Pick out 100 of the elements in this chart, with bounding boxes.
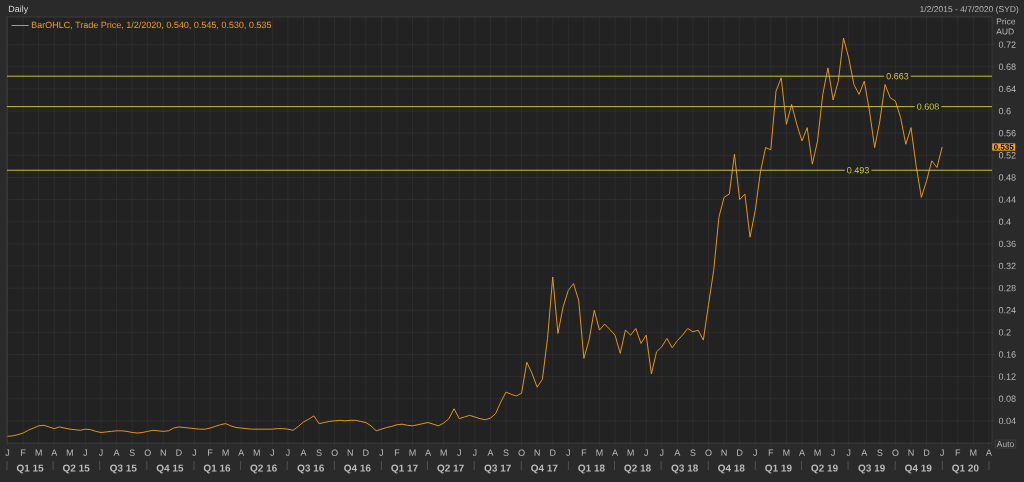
x-tick-label: A (51, 449, 58, 456)
x-tick-label: O (705, 449, 712, 456)
x2-tick-label: Q1 15 (16, 464, 44, 474)
x2-tick-label: Q1 19 (765, 464, 792, 474)
x2-tick-label: Q1 16 (203, 464, 231, 474)
ref-line-label: 0.663 (886, 73, 909, 80)
y-tick-label: 0.12 (998, 373, 1016, 380)
x2-tick-label: Q3 15 (110, 464, 137, 474)
x2-tick-label: Q3 16 (297, 464, 325, 474)
text: Auto (996, 441, 1014, 447)
x-tick-label: O (144, 449, 151, 456)
x2-tick-label: Q3 17 (484, 464, 511, 474)
chart-title: Daily (8, 5, 29, 14)
x-tick-label: J (98, 449, 103, 456)
x2-tick-label: Q2 17 (437, 464, 464, 474)
x2-tick-label: Q1 18 (578, 464, 605, 474)
x-tick-label: J (831, 449, 835, 456)
x-tick-label: A (425, 449, 432, 456)
x-tick-label: A (861, 449, 868, 456)
x-tick-label: M (970, 449, 977, 456)
x2-tick-label: Q4 16 (344, 464, 371, 474)
x-tick-label: M (814, 449, 821, 456)
x2-tick-label: Q4 18 (718, 464, 745, 474)
x2-tick-label: Q3 18 (671, 464, 698, 474)
ref-line-label: 0.608 (917, 103, 939, 110)
y-tick-label: 0.64 (998, 85, 1016, 93)
x-tick-label: A (238, 449, 245, 456)
y-tick-label: 0.52 (998, 152, 1016, 159)
x-tick-label: O (892, 449, 899, 456)
x-tick-label: J (192, 449, 197, 456)
x2-tick-label: Q1 20 (952, 464, 979, 474)
y-tick-label: 0.44 (998, 196, 1016, 203)
chart-subtitle: 1/2/2015 - 4/7/2020 (SYD) (920, 5, 1019, 14)
x-tick-label: F (394, 449, 400, 456)
x-tick-label: A (798, 449, 805, 456)
x-tick-label: M (596, 449, 603, 456)
x-tick-label: J (644, 449, 648, 456)
y-axis-title: Price AUD (996, 18, 1016, 35)
x-tick-label: A (612, 449, 619, 456)
x-tick-label: S (877, 449, 883, 456)
x-tick-label: M (440, 449, 447, 456)
x-tick-label: D (176, 449, 182, 456)
x-tick-label: N (534, 449, 540, 456)
x-tick-label: A (113, 449, 120, 456)
x-tick-label: M (783, 449, 790, 456)
x-tick-label: J (5, 449, 10, 456)
x-tick-label: N (721, 449, 727, 456)
x-tick-label: A (985, 449, 992, 456)
y-tick-label: 0.08 (998, 395, 1016, 402)
x-tick-label: F (768, 449, 774, 456)
y-tick-label: 0.4 (998, 218, 1011, 225)
x-tick-label: J (83, 449, 87, 456)
x-tick-label: F (581, 449, 587, 456)
x-tick-label: J (753, 449, 757, 456)
x-tick-label: A (300, 449, 307, 456)
x2-tick-label: Q4 17 (531, 464, 558, 474)
y-tick-label: 0.68 (998, 63, 1016, 70)
x-tick-label: S (129, 449, 135, 456)
x-tick-label: J (270, 449, 274, 456)
x-tick-label: J (846, 449, 851, 456)
y-tick-label: 0.28 (998, 284, 1016, 292)
y-tick-label: 0.04 (998, 417, 1016, 425)
x-tick-label: J (285, 449, 290, 456)
x-tick-label: M (627, 449, 634, 456)
x-tick-label: J (566, 449, 570, 456)
y-tick-label: 0.56 (998, 129, 1016, 137)
x2-tick-label: Q1 17 (391, 464, 418, 474)
x-tick-label: D (924, 449, 930, 456)
x2-tick-label: Q4 15 (156, 464, 184, 474)
x-tick-label: F (208, 449, 213, 456)
y-tick-label: 0.2 (998, 329, 1011, 336)
x-tick-label: J (379, 449, 383, 456)
x-tick-label: J (940, 449, 944, 456)
x-tick-label: J (659, 449, 664, 456)
x2-tick-label: Q4 19 (905, 464, 932, 474)
x-tick-label: S (503, 449, 509, 456)
x2-tick-label: Q2 18 (624, 464, 651, 474)
y-tick-label: 0.6 (998, 107, 1011, 115)
y-tick-label: 0.16 (998, 351, 1016, 358)
x-tick-label: M (66, 449, 73, 456)
ref-line-label: 0.493 (847, 167, 869, 174)
x-tick-label: J (472, 449, 477, 456)
annotation: 0.535 (994, 144, 1014, 150)
y-tick-label: 0.32 (998, 262, 1016, 270)
x-tick-label: M (222, 449, 229, 456)
x2-tick-label: Q2 16 (250, 464, 277, 474)
x-tick-label: N (908, 449, 914, 456)
x-tick-label: M (409, 449, 416, 456)
x-tick-label: N (347, 449, 353, 456)
x2-tick-label: Q3 19 (858, 464, 885, 474)
x-tick-label: D (737, 449, 743, 456)
x-tick-label: O (518, 449, 525, 456)
x-tick-label: D (363, 449, 369, 456)
y-tick-label: 0.36 (998, 240, 1016, 248)
y-tick-label: 0.48 (998, 174, 1016, 181)
x2-tick-label: Q2 19 (811, 464, 838, 474)
legend-label: BarOHLC, Trade Price, 1/2/2020, 0.540, 0.545, 0.530, 0.535 (31, 21, 272, 30)
x-tick-label: M (35, 449, 42, 456)
x2-tick-label: Q2 15 (62, 464, 90, 474)
x-tick-label: F (21, 449, 26, 456)
